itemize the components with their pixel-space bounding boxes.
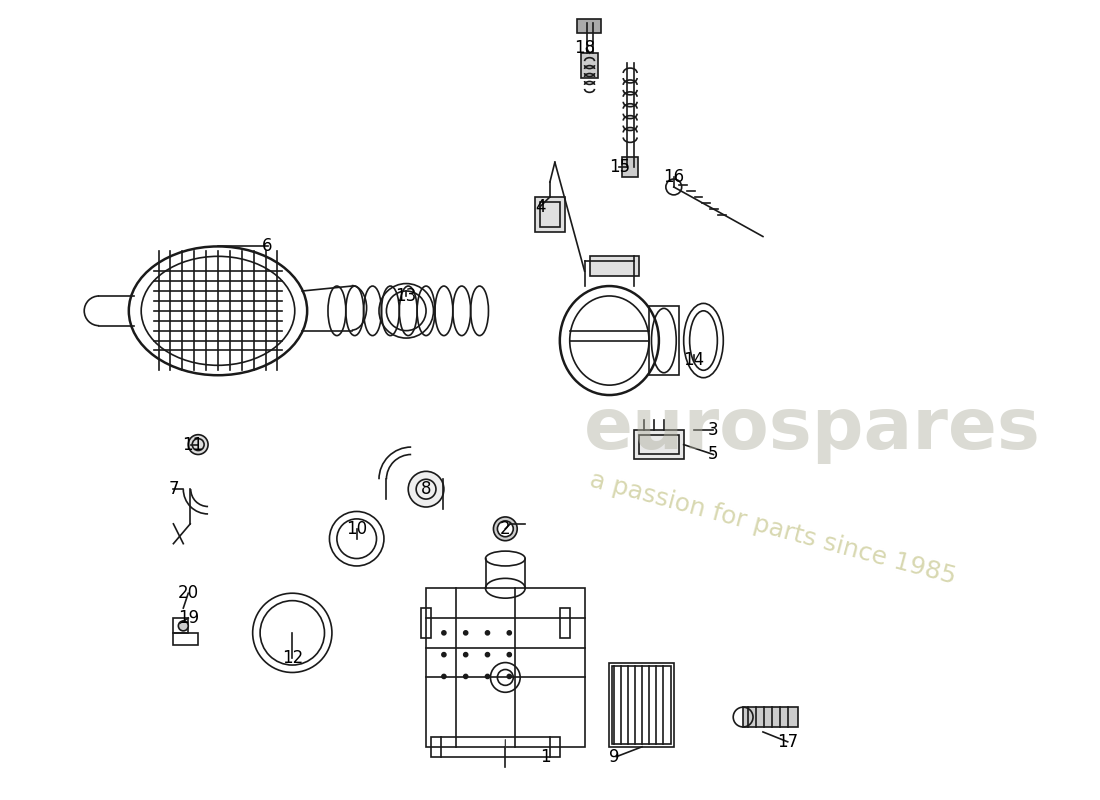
Bar [426,588,584,746]
Bar [639,434,679,454]
Circle shape [507,653,512,657]
Text: 18: 18 [574,39,595,58]
Bar [421,608,431,638]
Circle shape [442,653,446,657]
Circle shape [464,631,468,635]
Text: 3: 3 [708,421,718,438]
Bar [623,158,638,177]
Text: 17: 17 [777,733,799,751]
Bar [581,54,598,78]
Circle shape [178,621,188,631]
Bar [540,202,560,226]
Text: 2: 2 [500,520,510,538]
Circle shape [188,434,208,454]
Text: 16: 16 [663,168,684,186]
Text: 13: 13 [396,287,417,305]
Circle shape [485,674,490,678]
Text: 4: 4 [535,198,546,216]
Text: 19: 19 [178,609,199,627]
Circle shape [442,674,446,678]
Circle shape [464,653,468,657]
Text: 9: 9 [609,748,619,766]
Bar [560,608,570,638]
Bar [649,306,679,375]
Circle shape [408,471,444,507]
Text: 7: 7 [168,480,178,498]
Bar [613,666,671,744]
Text: 15: 15 [608,158,630,176]
Text: 11: 11 [183,435,204,454]
Text: 8: 8 [421,480,431,498]
Circle shape [497,521,514,537]
Text: 12: 12 [282,649,303,666]
Circle shape [507,674,512,678]
Bar [535,197,564,231]
Bar [431,737,560,757]
Text: 1: 1 [540,748,550,766]
Text: a passion for parts since 1985: a passion for parts since 1985 [587,468,958,590]
Circle shape [485,653,490,657]
Bar [590,256,639,276]
Bar [174,633,198,645]
Bar [634,430,684,459]
Circle shape [464,674,468,678]
Circle shape [485,631,490,635]
Bar [576,18,602,34]
Bar [744,707,798,727]
Bar [609,662,674,746]
Text: eurospares: eurospares [584,395,1041,464]
Text: 6: 6 [262,238,273,255]
Circle shape [494,517,517,541]
Text: 20: 20 [178,584,199,602]
Bar [174,618,188,633]
Text: 10: 10 [346,520,367,538]
Text: 14: 14 [683,351,704,370]
Text: 5: 5 [708,446,718,463]
Circle shape [442,631,446,635]
Circle shape [507,631,512,635]
